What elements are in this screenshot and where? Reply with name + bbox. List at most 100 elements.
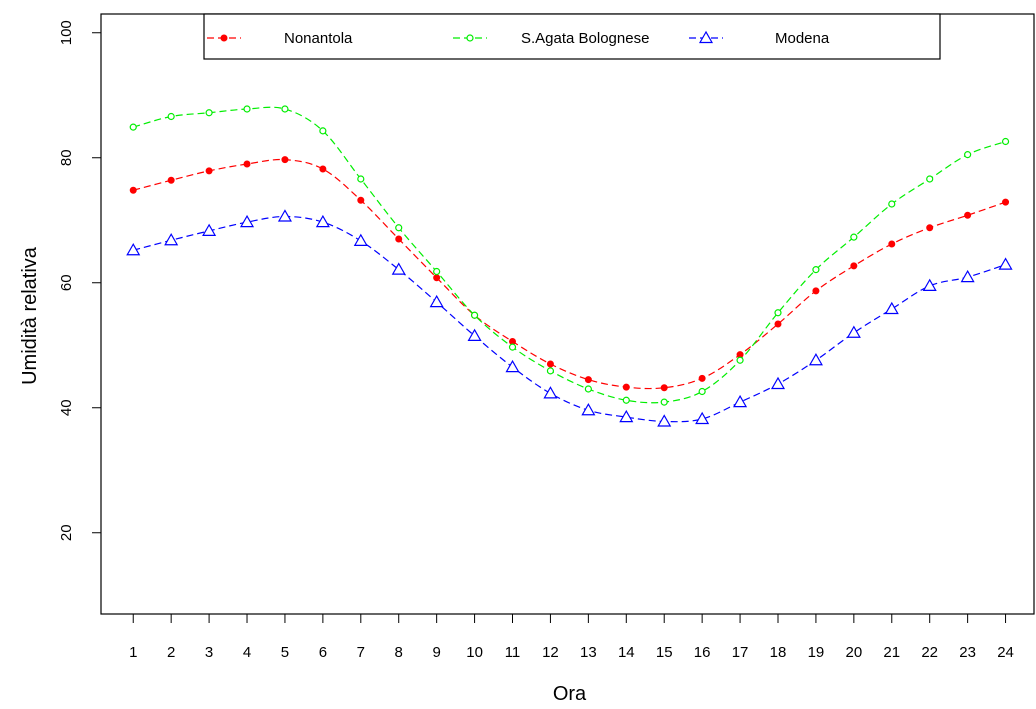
data-point bbox=[812, 266, 820, 274]
data-point bbox=[657, 414, 672, 427]
x-axis: 1 2 3 4 5 6 7 8 9 10 11 12 13 14 15 16 17 18 19 20 21 22 23 24 bbox=[129, 614, 1014, 661]
legend-label: Modena bbox=[775, 30, 830, 47]
data-point bbox=[850, 262, 858, 270]
data-point bbox=[167, 176, 175, 184]
x-tick-label: 21 bbox=[883, 644, 900, 661]
x-tick-label: 4 bbox=[243, 644, 251, 661]
data-point bbox=[695, 411, 710, 425]
x-tick-label: 1 bbox=[129, 644, 137, 661]
series-line bbox=[133, 215, 1006, 423]
data-point bbox=[543, 386, 558, 399]
legend-box bbox=[203, 13, 941, 60]
data-point bbox=[1002, 198, 1010, 206]
y-tick-label: 60 bbox=[58, 274, 75, 291]
y-tick-label: 80 bbox=[58, 149, 75, 166]
data-point bbox=[357, 175, 365, 183]
legend-label: S.Agata Bolognese bbox=[521, 30, 649, 47]
data-point bbox=[391, 262, 406, 275]
x-tick-label: 16 bbox=[694, 644, 711, 661]
x-tick-label: 2 bbox=[167, 644, 175, 661]
data-point bbox=[164, 233, 179, 246]
x-tick-label: 12 bbox=[542, 644, 559, 661]
data-point bbox=[660, 398, 668, 406]
data-point bbox=[619, 409, 634, 423]
x-tick-label: 10 bbox=[466, 644, 483, 661]
x-tick-label: 6 bbox=[319, 644, 327, 661]
data-point bbox=[581, 403, 596, 416]
data-point bbox=[319, 165, 327, 173]
x-tick-label: 5 bbox=[281, 644, 289, 661]
data-point bbox=[433, 267, 441, 276]
data-point bbox=[429, 294, 444, 308]
x-tick-label: 9 bbox=[432, 644, 440, 661]
data-point bbox=[395, 224, 403, 232]
data-point bbox=[281, 105, 289, 113]
x-tick-label: 8 bbox=[395, 644, 403, 661]
data-point bbox=[319, 127, 327, 135]
series-s-agata-bolognese bbox=[129, 105, 1010, 406]
data-point bbox=[998, 257, 1013, 270]
data-point bbox=[926, 224, 934, 232]
x-tick-label: 3 bbox=[205, 644, 213, 661]
data-point bbox=[888, 240, 896, 248]
x-tick-label: 11 bbox=[505, 644, 521, 661]
x-tick-label: 22 bbox=[921, 644, 938, 661]
data-point bbox=[546, 360, 554, 368]
x-tick-label: 23 bbox=[959, 644, 976, 661]
data-point bbox=[315, 214, 330, 228]
x-tick-label: 24 bbox=[997, 644, 1014, 661]
series-layer bbox=[126, 105, 1013, 427]
data-point bbox=[129, 186, 137, 194]
data-point bbox=[243, 160, 251, 168]
data-point bbox=[126, 243, 141, 256]
legend-label: Nonantola bbox=[284, 30, 353, 47]
data-point bbox=[357, 196, 365, 204]
data-point bbox=[770, 376, 786, 390]
data-point bbox=[926, 175, 934, 183]
data-point bbox=[622, 396, 630, 404]
data-point bbox=[1001, 137, 1010, 146]
x-axis-title: Ora bbox=[553, 683, 587, 705]
data-point bbox=[202, 223, 217, 236]
x-tick-label: 7 bbox=[357, 644, 365, 661]
data-point bbox=[508, 343, 517, 351]
data-point bbox=[353, 233, 368, 246]
y-tick-label: 40 bbox=[58, 399, 75, 416]
data-point bbox=[584, 385, 592, 393]
legend-marker bbox=[466, 34, 474, 42]
data-point bbox=[622, 383, 630, 391]
series-modena bbox=[126, 209, 1013, 427]
data-point bbox=[281, 156, 289, 164]
data-point bbox=[960, 269, 975, 283]
data-point bbox=[433, 274, 441, 282]
data-point bbox=[277, 209, 292, 222]
data-point bbox=[812, 287, 820, 295]
y-axis-title: Umidità relativa bbox=[19, 246, 41, 385]
legend: Nonantola S.Agata Bolognese Modena bbox=[203, 13, 941, 60]
data-point bbox=[846, 325, 861, 338]
data-point bbox=[736, 356, 744, 364]
data-point bbox=[584, 376, 592, 384]
x-tick-label: 14 bbox=[618, 644, 635, 661]
data-point bbox=[698, 387, 706, 396]
data-point bbox=[888, 200, 896, 208]
x-tick-label: 20 bbox=[846, 644, 863, 661]
data-point bbox=[850, 233, 858, 241]
data-point bbox=[546, 367, 555, 375]
data-point bbox=[774, 309, 782, 317]
legend-marker bbox=[698, 30, 714, 44]
data-point bbox=[470, 311, 479, 319]
data-point bbox=[505, 359, 520, 373]
x-tick-label: 13 bbox=[580, 644, 597, 661]
data-point bbox=[243, 105, 251, 113]
series-line bbox=[133, 106, 1006, 404]
data-point bbox=[205, 167, 213, 175]
data-point bbox=[395, 235, 403, 243]
x-tick-label: 18 bbox=[770, 644, 787, 661]
series-nonantola bbox=[129, 156, 1010, 392]
data-point bbox=[467, 328, 482, 341]
data-point bbox=[733, 394, 748, 408]
x-tick-label: 15 bbox=[656, 644, 673, 661]
x-tick-label: 19 bbox=[808, 644, 825, 661]
